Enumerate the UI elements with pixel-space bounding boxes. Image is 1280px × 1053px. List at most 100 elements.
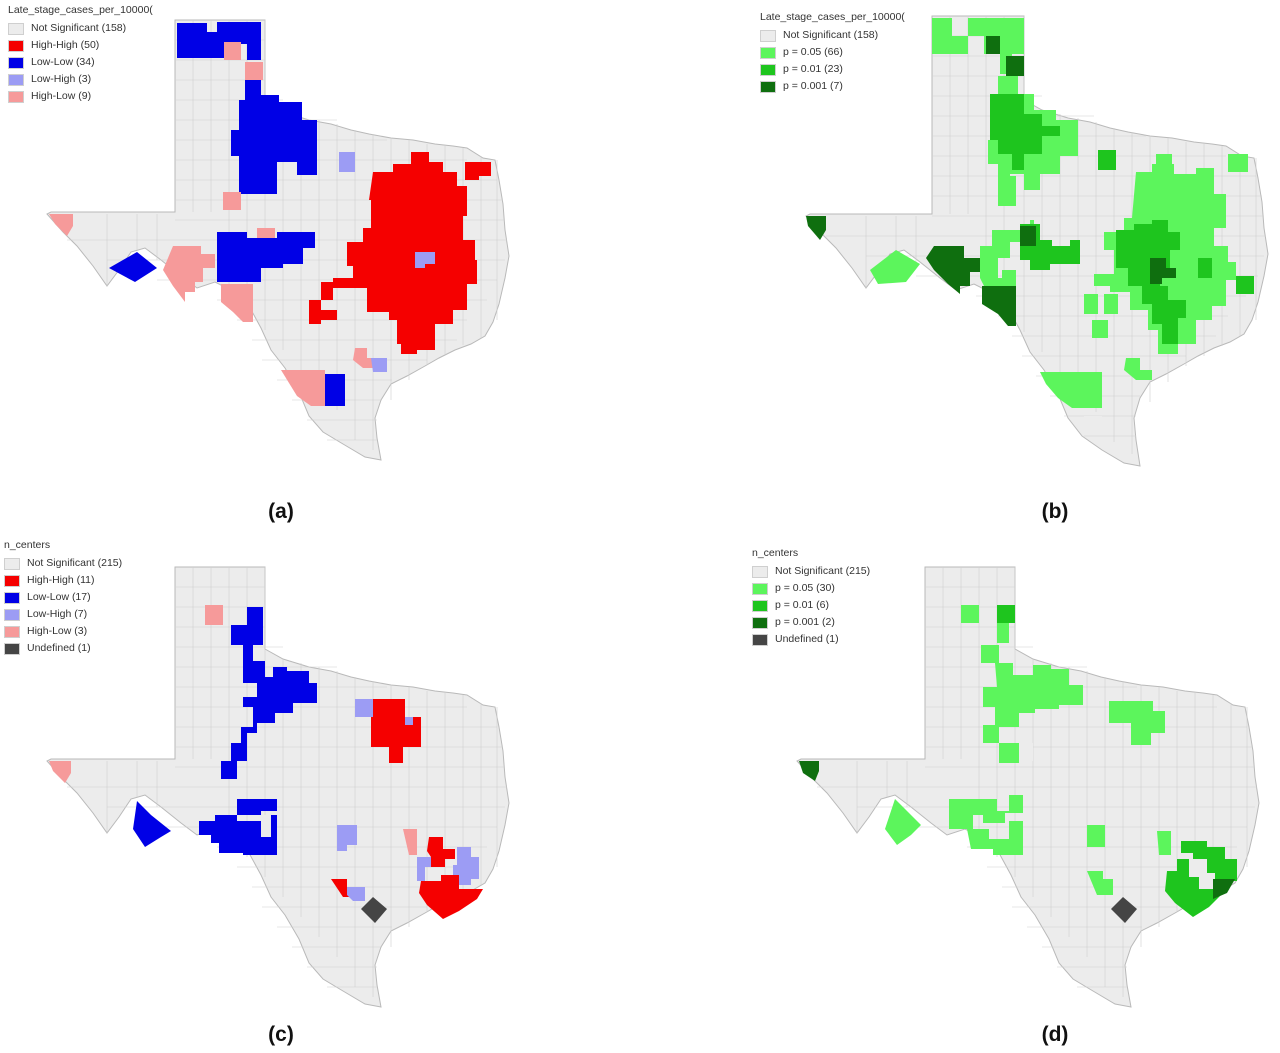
region-low-low bbox=[231, 80, 317, 194]
region-p005 bbox=[932, 18, 1024, 74]
legend-item-p0001: p = 0.001 (2) bbox=[752, 614, 902, 631]
region-p0001 bbox=[986, 36, 1000, 54]
map-panel-d: n_centers Not Significant (215) p = 0.05… bbox=[640, 527, 1280, 1053]
region-low-high bbox=[371, 358, 387, 372]
map-panel-c: n_centers Not Significant (215) High-Hig… bbox=[0, 527, 640, 1053]
legend-item-high-high: High-High (11) bbox=[4, 572, 154, 589]
region-low-high bbox=[339, 152, 355, 172]
legend-item-not-significant: Not Significant (158) bbox=[8, 20, 158, 37]
legend-swatch bbox=[4, 574, 20, 587]
legend-swatch bbox=[760, 29, 776, 42]
legend-item-p005: p = 0.05 (66) bbox=[760, 44, 910, 61]
legend-title: Late_stage_cases_per_10000( bbox=[8, 4, 153, 16]
legend-label: Low-Low (17) bbox=[27, 591, 91, 603]
region-low-low bbox=[231, 607, 263, 661]
legend-swatch bbox=[8, 73, 24, 86]
legend-item-p001: p = 0.01 (6) bbox=[752, 597, 902, 614]
region-high-low bbox=[281, 370, 325, 406]
region-low-low bbox=[133, 801, 171, 847]
region-p005 bbox=[870, 250, 920, 284]
legend-swatch bbox=[8, 22, 24, 35]
region-undefined bbox=[361, 897, 387, 923]
significance-regions bbox=[799, 605, 1237, 923]
region-high-high bbox=[427, 837, 455, 867]
legend-label: High-Low (3) bbox=[27, 625, 88, 637]
region-high-low bbox=[49, 761, 71, 783]
significance-regions bbox=[806, 18, 1254, 434]
region-p0001 bbox=[1020, 226, 1036, 246]
region-p005 bbox=[998, 176, 1016, 206]
region-p0001 bbox=[1150, 258, 1176, 284]
legend-swatch bbox=[752, 565, 768, 578]
texas-significance-map bbox=[796, 566, 1260, 1008]
legend-label: High-High (50) bbox=[31, 39, 100, 51]
legend: n_centers Not Significant (215) p = 0.05… bbox=[752, 545, 902, 648]
legend-swatch bbox=[752, 616, 768, 629]
cluster-regions bbox=[49, 22, 491, 406]
legend: n_centers Not Significant (215) High-Hig… bbox=[4, 537, 154, 657]
region-p005 bbox=[885, 799, 921, 845]
region-low-high bbox=[337, 825, 357, 851]
legend-item-low-low: Low-Low (17) bbox=[4, 589, 154, 606]
legend-title: Late_stage_cases_per_10000( bbox=[760, 11, 905, 23]
legend-swatch bbox=[760, 80, 776, 93]
legend-swatch bbox=[8, 39, 24, 52]
region-low-low bbox=[325, 374, 345, 406]
region-low-low bbox=[237, 799, 277, 815]
region-not-significant bbox=[261, 815, 271, 837]
region-high-low bbox=[245, 62, 263, 80]
region-high-high bbox=[371, 699, 421, 763]
region-low-low bbox=[177, 22, 261, 60]
region-p001 bbox=[1236, 276, 1254, 294]
region-p005 bbox=[981, 645, 999, 663]
region-p0001 bbox=[1213, 879, 1235, 899]
region-high-low bbox=[221, 284, 253, 322]
legend-item-undefined: Undefined (1) bbox=[752, 631, 902, 648]
map-panel-b: Late_stage_cases_per_10000( Not Signific… bbox=[640, 0, 1280, 526]
legend-swatch bbox=[752, 582, 768, 595]
region-low-high bbox=[405, 717, 413, 725]
region-p005 bbox=[961, 605, 979, 623]
map-panel-a: Late_stage_cases_per_10000( Not Signific… bbox=[0, 0, 640, 526]
region-p0001 bbox=[982, 286, 1016, 326]
region-p005 bbox=[1109, 701, 1165, 745]
texas-significance-map bbox=[805, 15, 1269, 467]
legend-swatch bbox=[4, 642, 20, 655]
legend-item-high-low: High-Low (9) bbox=[8, 88, 158, 105]
region-p001 bbox=[1136, 230, 1162, 260]
region-low-high bbox=[453, 847, 479, 885]
legend-label: p = 0.001 (7) bbox=[783, 80, 843, 92]
region-high-low bbox=[353, 348, 377, 368]
legend-item-p0001: p = 0.001 (7) bbox=[760, 78, 910, 95]
panel-caption: (a) bbox=[268, 500, 294, 523]
legend-item-not-significant: Not Significant (158) bbox=[760, 27, 910, 44]
region-p001 bbox=[1198, 258, 1212, 278]
region-p0001 bbox=[926, 246, 980, 294]
legend-swatch bbox=[4, 608, 20, 621]
legend-swatch bbox=[4, 625, 20, 638]
region-high-low bbox=[205, 605, 223, 625]
region-not-significant bbox=[1019, 743, 1033, 761]
region-p005 bbox=[1092, 320, 1108, 338]
legend-swatch bbox=[4, 591, 20, 604]
legend-label: Not Significant (158) bbox=[783, 29, 879, 41]
texas-cluster-map bbox=[46, 566, 510, 1008]
legend-label: Not Significant (158) bbox=[31, 22, 127, 34]
legend-item-low-high: Low-High (3) bbox=[8, 71, 158, 88]
region-low-low bbox=[199, 815, 277, 855]
region-undefined bbox=[1111, 897, 1137, 923]
legend-item-low-high: Low-High (7) bbox=[4, 606, 154, 623]
panel-caption: (c) bbox=[268, 1023, 294, 1046]
region-p001 bbox=[997, 605, 1015, 623]
legend: Late_stage_cases_per_10000( Not Signific… bbox=[8, 2, 158, 105]
cluster-regions bbox=[49, 605, 483, 923]
region-not-significant bbox=[1189, 859, 1215, 889]
legend-label: Low-High (7) bbox=[27, 608, 88, 620]
legend-swatch bbox=[752, 599, 768, 612]
region-low-high bbox=[417, 857, 431, 881]
region-high-low bbox=[223, 192, 241, 210]
region-p005 bbox=[1157, 831, 1171, 855]
region-high-low bbox=[49, 214, 73, 236]
legend-label: p = 0.001 (2) bbox=[775, 616, 835, 628]
region-not-significant bbox=[1084, 416, 1102, 434]
